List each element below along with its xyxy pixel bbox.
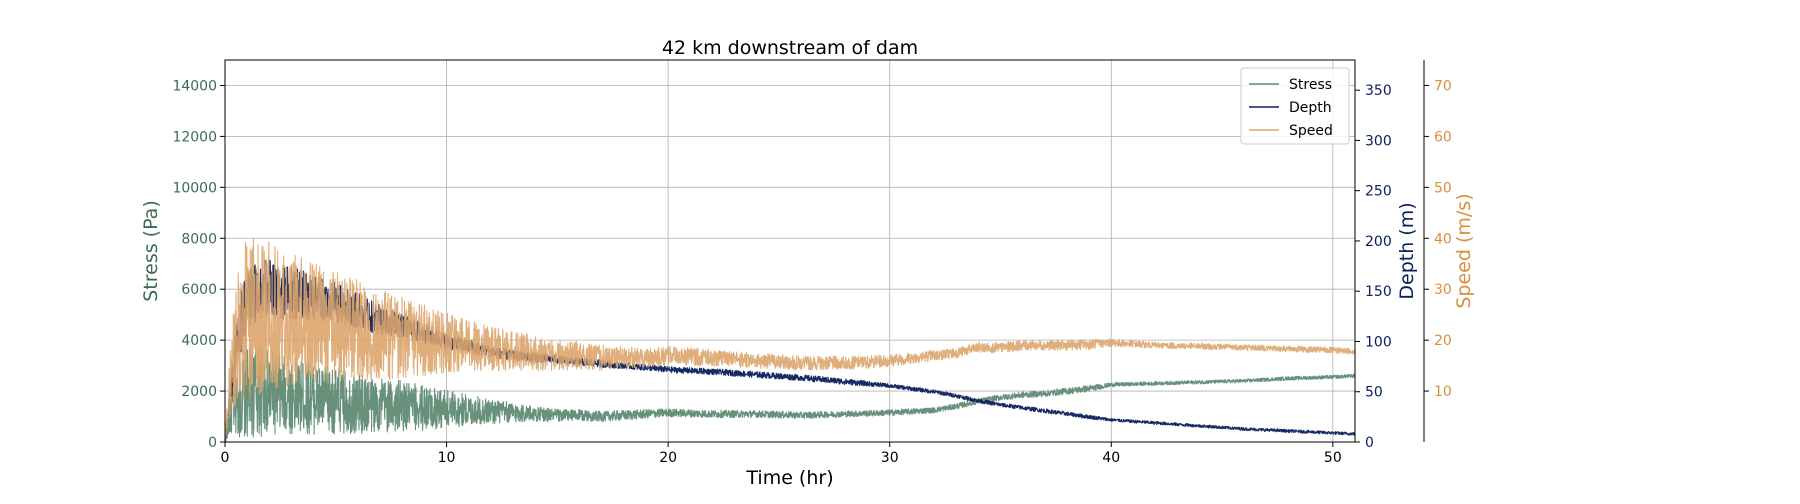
stress-tick-label: 6000 [181, 282, 217, 298]
stress-axis-title: Stress (Pa) [140, 200, 162, 302]
depth-tick-label: 200 [1365, 234, 1392, 250]
legend-label: Speed [1289, 123, 1333, 139]
stress-tick-label: 4000 [181, 333, 217, 349]
series-line-speed [224, 238, 1356, 443]
plot-frame [224, 59, 1356, 443]
x-axis-title: Time (hr) [745, 467, 833, 489]
stress-tick-label: 0 [208, 435, 217, 451]
stress-tick-label: 14000 [172, 78, 217, 94]
depth-tick-label: 150 [1365, 284, 1392, 300]
legend: Stress Depth Speed [1240, 67, 1350, 145]
speed-tick-label: 20 [1434, 333, 1452, 349]
x-axis: 0 10 20 30 40 50 [221, 442, 1342, 466]
legend-label: Stress [1289, 77, 1332, 93]
series-line-stress [224, 346, 1356, 443]
speed-tick-label: 10 [1434, 384, 1452, 400]
depth-tick-label: 0 [1365, 435, 1374, 451]
depth-tick-label: 350 [1365, 83, 1392, 99]
legend-box [1240, 67, 1350, 145]
legend-label: Depth [1289, 100, 1332, 116]
speed-tick-label: 50 [1434, 180, 1452, 196]
x-tick-label: 50 [1324, 450, 1342, 466]
x-tick-label: 10 [438, 450, 456, 466]
speed-tick-label: 60 [1434, 129, 1452, 145]
speed-axis: 10 20 30 40 50 60 70 Speed (m/s) [1423, 60, 1475, 442]
stress-tick-label: 10000 [172, 180, 217, 196]
x-tick-label: 40 [1102, 450, 1120, 466]
depth-tick-label: 50 [1365, 385, 1383, 401]
x-tick-label: 0 [221, 450, 230, 466]
stress-tick-label: 12000 [172, 129, 217, 145]
x-tick-label: 20 [659, 450, 677, 466]
x-tick-label: 30 [881, 450, 899, 466]
stress-tick-label: 2000 [181, 384, 217, 400]
speed-axis-title: Speed (m/s) [1453, 193, 1475, 308]
stress-tick-label: 8000 [181, 231, 217, 247]
speed-tick-label: 30 [1434, 282, 1452, 298]
chart-title: 42 km downstream of dam [662, 37, 918, 59]
stress-axis: 0 2000 4000 6000 8000 10000 12000 14000 Stress (… [140, 78, 225, 451]
depth-tick-label: 250 [1365, 184, 1392, 200]
depth-axis: 0 50 100 150 200 250 300 350 Depth (m) [1355, 83, 1418, 451]
depth-axis-title: Depth (m) [1396, 202, 1418, 299]
plot-lines [224, 238, 1356, 443]
speed-tick-label: 40 [1434, 231, 1452, 247]
depth-tick-label: 100 [1365, 334, 1392, 350]
depth-tick-label: 300 [1365, 133, 1392, 149]
speed-tick-label: 70 [1434, 78, 1452, 94]
